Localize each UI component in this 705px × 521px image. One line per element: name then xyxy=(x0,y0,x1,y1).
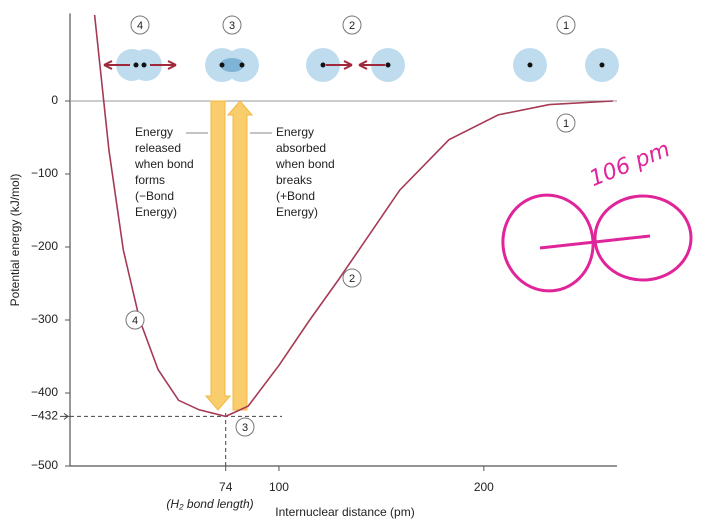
x-tick-label: 200 xyxy=(474,480,494,494)
handwritten-sketch xyxy=(495,188,691,298)
annotation-released: forms xyxy=(135,173,165,187)
circled-label: 1 xyxy=(563,118,569,130)
x-tick-label: 74 xyxy=(219,480,233,494)
circled-label: 2 xyxy=(349,273,355,285)
annotation-released: Energy xyxy=(135,125,173,139)
y-tick-label: −500 xyxy=(31,458,58,472)
tick-arrow xyxy=(60,413,68,419)
y-tick-label: −100 xyxy=(31,166,58,180)
y-tick-label: −300 xyxy=(31,312,58,326)
annotation-released: when bond xyxy=(134,157,194,171)
y-tick-label: −432 xyxy=(31,409,58,423)
circled-label: 4 xyxy=(132,315,138,327)
annotation-absorbed: when bond xyxy=(275,157,335,171)
y-tick-label: 0 xyxy=(51,93,58,107)
chart: Potential energy (kJ/mol) Internuclear d… xyxy=(0,0,705,521)
x-tick-note: (H₂ bond length) xyxy=(166,497,253,511)
circled-label: 3 xyxy=(229,20,235,32)
molecule-icons xyxy=(104,48,619,82)
annotation-released: Energy) xyxy=(135,205,177,219)
y-axis-label: Potential energy (kJ/mol) xyxy=(8,174,22,307)
energy-arrow xyxy=(228,101,252,410)
circled-label: 3 xyxy=(242,422,248,434)
energy-arrow xyxy=(206,101,230,410)
annotation-absorbed: Energy xyxy=(276,125,314,139)
handwritten-note: 106 pm xyxy=(586,137,674,192)
circled-label: 1 xyxy=(563,20,569,32)
annotation-absorbed: breaks xyxy=(276,173,312,187)
y-tick-label: −400 xyxy=(31,385,58,399)
annotation-absorbed: (+Bond xyxy=(276,189,315,203)
annotation-released: (−Bond xyxy=(135,189,174,203)
annotation-absorbed: Energy) xyxy=(276,205,318,219)
annotation-absorbed: absorbed xyxy=(276,141,326,155)
x-axis-label: Internuclear distance (pm) xyxy=(275,505,414,519)
circled-label: 2 xyxy=(349,20,355,32)
annotation-released: released xyxy=(135,141,181,155)
circled-label: 4 xyxy=(137,20,143,32)
y-tick-label: −200 xyxy=(31,239,58,253)
x-tick-label: 100 xyxy=(269,480,289,494)
